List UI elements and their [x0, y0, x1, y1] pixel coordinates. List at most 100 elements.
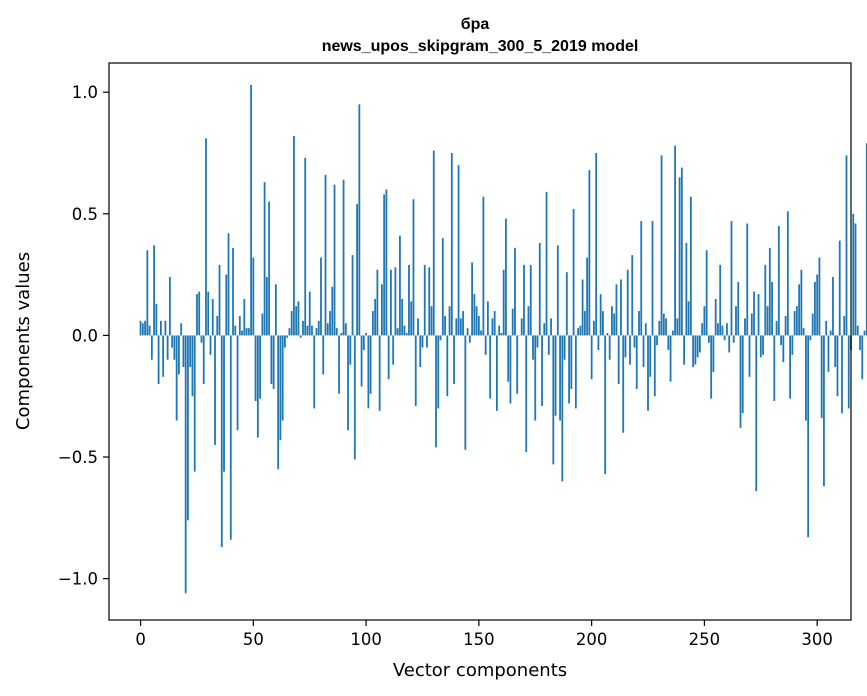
- bar: [220, 335, 223, 548]
- bar: [617, 335, 620, 385]
- bar: [171, 335, 174, 348]
- bar: [748, 335, 751, 377]
- bar: [218, 264, 221, 336]
- bar: [430, 306, 433, 336]
- bar: [550, 318, 552, 336]
- bar: [432, 150, 435, 336]
- y-axis-label: Components values: [13, 252, 34, 430]
- bar: [604, 335, 607, 475]
- bar: [719, 264, 722, 336]
- bar: [647, 335, 649, 411]
- bar: [322, 335, 325, 375]
- bar: [491, 318, 494, 336]
- bar: [484, 335, 487, 355]
- bar: [561, 335, 564, 482]
- bar: [676, 318, 679, 336]
- bar: [861, 335, 864, 380]
- bar: [383, 194, 386, 336]
- bar: [649, 335, 652, 377]
- bar: [329, 311, 331, 336]
- bar: [313, 335, 316, 409]
- bar: [182, 335, 185, 368]
- bar: [723, 335, 726, 341]
- bar: [444, 315, 446, 336]
- bar: [572, 208, 575, 336]
- bar: [162, 335, 165, 377]
- bar: [466, 328, 469, 336]
- bar: [295, 306, 298, 336]
- bar: [583, 311, 586, 336]
- bar: [529, 264, 532, 336]
- bar: [342, 179, 345, 336]
- bar: [453, 335, 455, 385]
- bar: [326, 323, 329, 336]
- bar: [274, 284, 277, 336]
- bar: [795, 306, 798, 336]
- bar: [211, 298, 214, 336]
- bar: [505, 218, 507, 336]
- bar: [387, 335, 390, 380]
- bar: [816, 274, 819, 336]
- bar: [482, 196, 485, 336]
- bar: [541, 335, 543, 406]
- bar: [841, 335, 843, 414]
- bar: [401, 298, 404, 336]
- bar: [153, 245, 155, 336]
- bar: [180, 323, 183, 336]
- bar: [717, 323, 719, 336]
- bar: [173, 335, 176, 360]
- bar: [527, 306, 530, 336]
- bar: [802, 328, 805, 336]
- bar: [234, 325, 237, 336]
- bar: [660, 155, 663, 336]
- bar: [859, 335, 861, 351]
- bar: [586, 257, 589, 336]
- bar: [622, 335, 625, 433]
- x-tick-label: 0: [135, 630, 146, 649]
- bar: [782, 335, 785, 363]
- bar: [304, 157, 307, 336]
- bar: [615, 284, 618, 336]
- bar: [768, 247, 771, 336]
- bar: [863, 330, 866, 336]
- bar: [178, 335, 180, 375]
- bar: [302, 320, 304, 336]
- bar: [141, 323, 144, 336]
- bar: [856, 325, 859, 336]
- bar: [523, 264, 525, 336]
- bar: [362, 335, 365, 351]
- bar: [419, 335, 422, 368]
- bar: [498, 325, 501, 336]
- bar: [378, 335, 381, 411]
- bar: [502, 269, 505, 336]
- bar: [286, 335, 289, 338]
- bar: [290, 311, 293, 336]
- bar: [590, 335, 593, 380]
- bar: [187, 335, 189, 521]
- bar: [511, 308, 514, 336]
- bar: [333, 184, 336, 336]
- bar: [245, 328, 248, 336]
- bar: [155, 303, 158, 336]
- bar: [288, 328, 291, 336]
- bar: [552, 335, 555, 465]
- bar: [658, 320, 661, 336]
- bar: [374, 298, 377, 336]
- bar: [545, 191, 548, 336]
- bar: [698, 335, 701, 353]
- bar: [202, 335, 205, 385]
- x-tick-label: 150: [463, 630, 495, 649]
- bar: [730, 221, 733, 336]
- bar: [791, 335, 794, 355]
- bar: [243, 298, 246, 336]
- bar: [168, 277, 171, 336]
- bar: [412, 199, 415, 336]
- bar: [371, 311, 374, 336]
- bar: [606, 332, 609, 336]
- bar: [344, 323, 347, 336]
- y-tick-label: 1.0: [72, 83, 98, 102]
- bar: [139, 320, 142, 336]
- bar: [741, 335, 744, 414]
- bar: [538, 242, 541, 336]
- bar: [800, 269, 803, 336]
